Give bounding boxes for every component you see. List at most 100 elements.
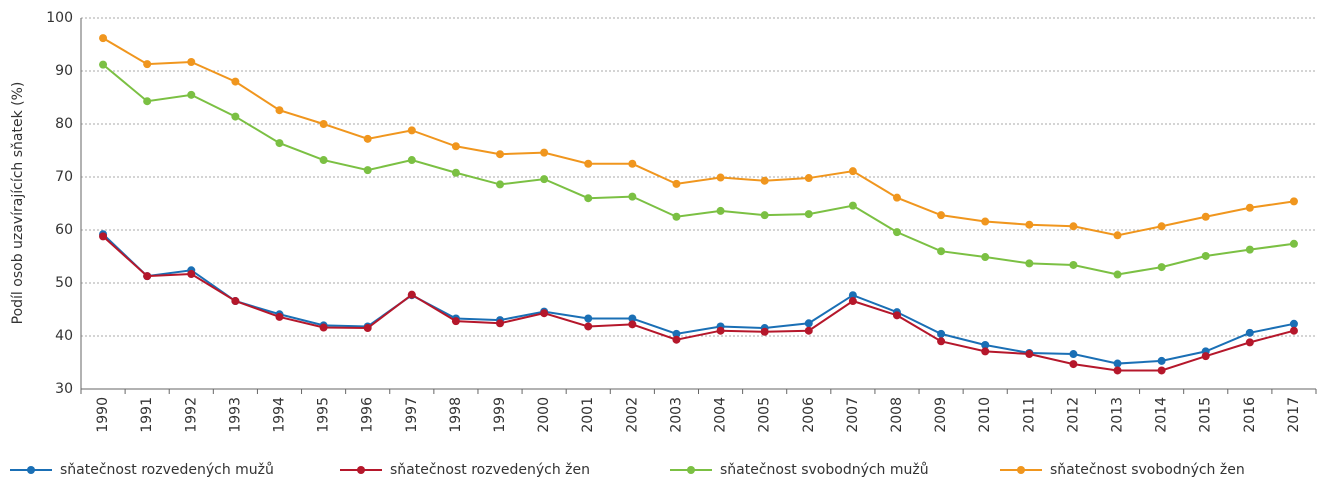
point (407, 156, 416, 165)
series-line (102, 37, 1295, 237)
x-tick-label: 1994 (271, 397, 287, 433)
x-tick-label: 2005 (757, 397, 773, 433)
x-tick-label: 1999 (492, 397, 508, 433)
point (848, 201, 857, 210)
point (99, 60, 108, 69)
point (1289, 326, 1298, 335)
point (99, 232, 108, 241)
x-tick-label: 1997 (404, 397, 420, 433)
x-tick-label: 2013 (1110, 397, 1126, 433)
y-tick-label: 30 (55, 381, 73, 397)
point (231, 112, 240, 121)
legend-point (27, 466, 35, 474)
point (848, 291, 857, 300)
point (1201, 212, 1210, 221)
point (628, 314, 637, 323)
x-tick-label: 2017 (1286, 397, 1302, 433)
point (1289, 319, 1298, 328)
point (804, 210, 813, 219)
point (451, 142, 460, 151)
point (981, 347, 990, 356)
legend-point (1017, 466, 1025, 474)
point (1245, 203, 1254, 212)
point (1157, 356, 1166, 365)
point (672, 335, 681, 344)
legend-label: sňatečnost rozvedených žen (390, 462, 590, 478)
point (407, 290, 416, 299)
point (628, 192, 637, 201)
x-tick-label: 1996 (360, 397, 376, 433)
x-tick-label: 2009 (933, 397, 949, 433)
point (716, 173, 725, 182)
series-line (102, 63, 1295, 276)
point (892, 311, 901, 320)
point (716, 206, 725, 215)
point (892, 228, 901, 237)
point (672, 179, 681, 188)
point (1025, 259, 1034, 268)
point (1113, 231, 1122, 240)
y-tick-label: 50 (55, 275, 73, 291)
point (716, 326, 725, 335)
point (672, 212, 681, 221)
x-tick-label: 2003 (668, 397, 684, 433)
legend-label: sňatečnost svobodných žen (1050, 462, 1245, 478)
point (937, 211, 946, 220)
x-tick-label: 2002 (624, 397, 640, 433)
point (143, 60, 152, 69)
point (187, 90, 196, 99)
point (1201, 352, 1210, 361)
point (1113, 359, 1122, 368)
point (628, 159, 637, 168)
point (1201, 251, 1210, 260)
y-tick-label: 80 (55, 116, 73, 132)
x-tick-label: 2014 (1154, 397, 1170, 433)
legend-label: sňatečnost rozvedených mužů (60, 462, 274, 478)
series-line (102, 233, 1295, 365)
x-tick-label: 2006 (801, 397, 817, 433)
point (540, 175, 549, 184)
point (1069, 222, 1078, 231)
x-tick-label: 2001 (580, 397, 596, 433)
x-tick-label: 2008 (889, 397, 905, 433)
x-tick-label: 2007 (845, 397, 861, 433)
point (1113, 270, 1122, 279)
point (363, 166, 372, 175)
point (496, 180, 505, 189)
point (937, 337, 946, 346)
point (275, 106, 284, 115)
point (804, 319, 813, 328)
point (99, 34, 108, 43)
point (187, 269, 196, 278)
point (1025, 350, 1034, 359)
point (760, 176, 769, 185)
x-tick-label: 2004 (713, 397, 729, 433)
point (1245, 338, 1254, 347)
point (231, 297, 240, 306)
point (1069, 260, 1078, 269)
point (496, 319, 505, 328)
x-tick-label: 1993 (227, 397, 243, 433)
point (231, 77, 240, 86)
point (937, 247, 946, 256)
x-tick-label: 2012 (1065, 397, 1081, 433)
y-tick-label: 90 (55, 63, 73, 79)
point (1245, 245, 1254, 254)
y-axis-title: Podíl osob uzavírajících sňatek (%) (10, 82, 26, 325)
legend-label: sňatečnost svobodných mužů (720, 462, 929, 478)
x-tick-label: 2015 (1198, 397, 1214, 433)
x-tick-label: 2010 (977, 397, 993, 433)
point (760, 211, 769, 220)
x-tick-label: 2016 (1242, 397, 1258, 433)
point (540, 148, 549, 157)
point (451, 317, 460, 326)
point (760, 327, 769, 336)
point (584, 314, 593, 323)
point (584, 194, 593, 203)
point (1025, 220, 1034, 229)
point (1069, 360, 1078, 369)
point (804, 326, 813, 335)
point (319, 323, 328, 332)
point (584, 322, 593, 331)
point (937, 329, 946, 338)
